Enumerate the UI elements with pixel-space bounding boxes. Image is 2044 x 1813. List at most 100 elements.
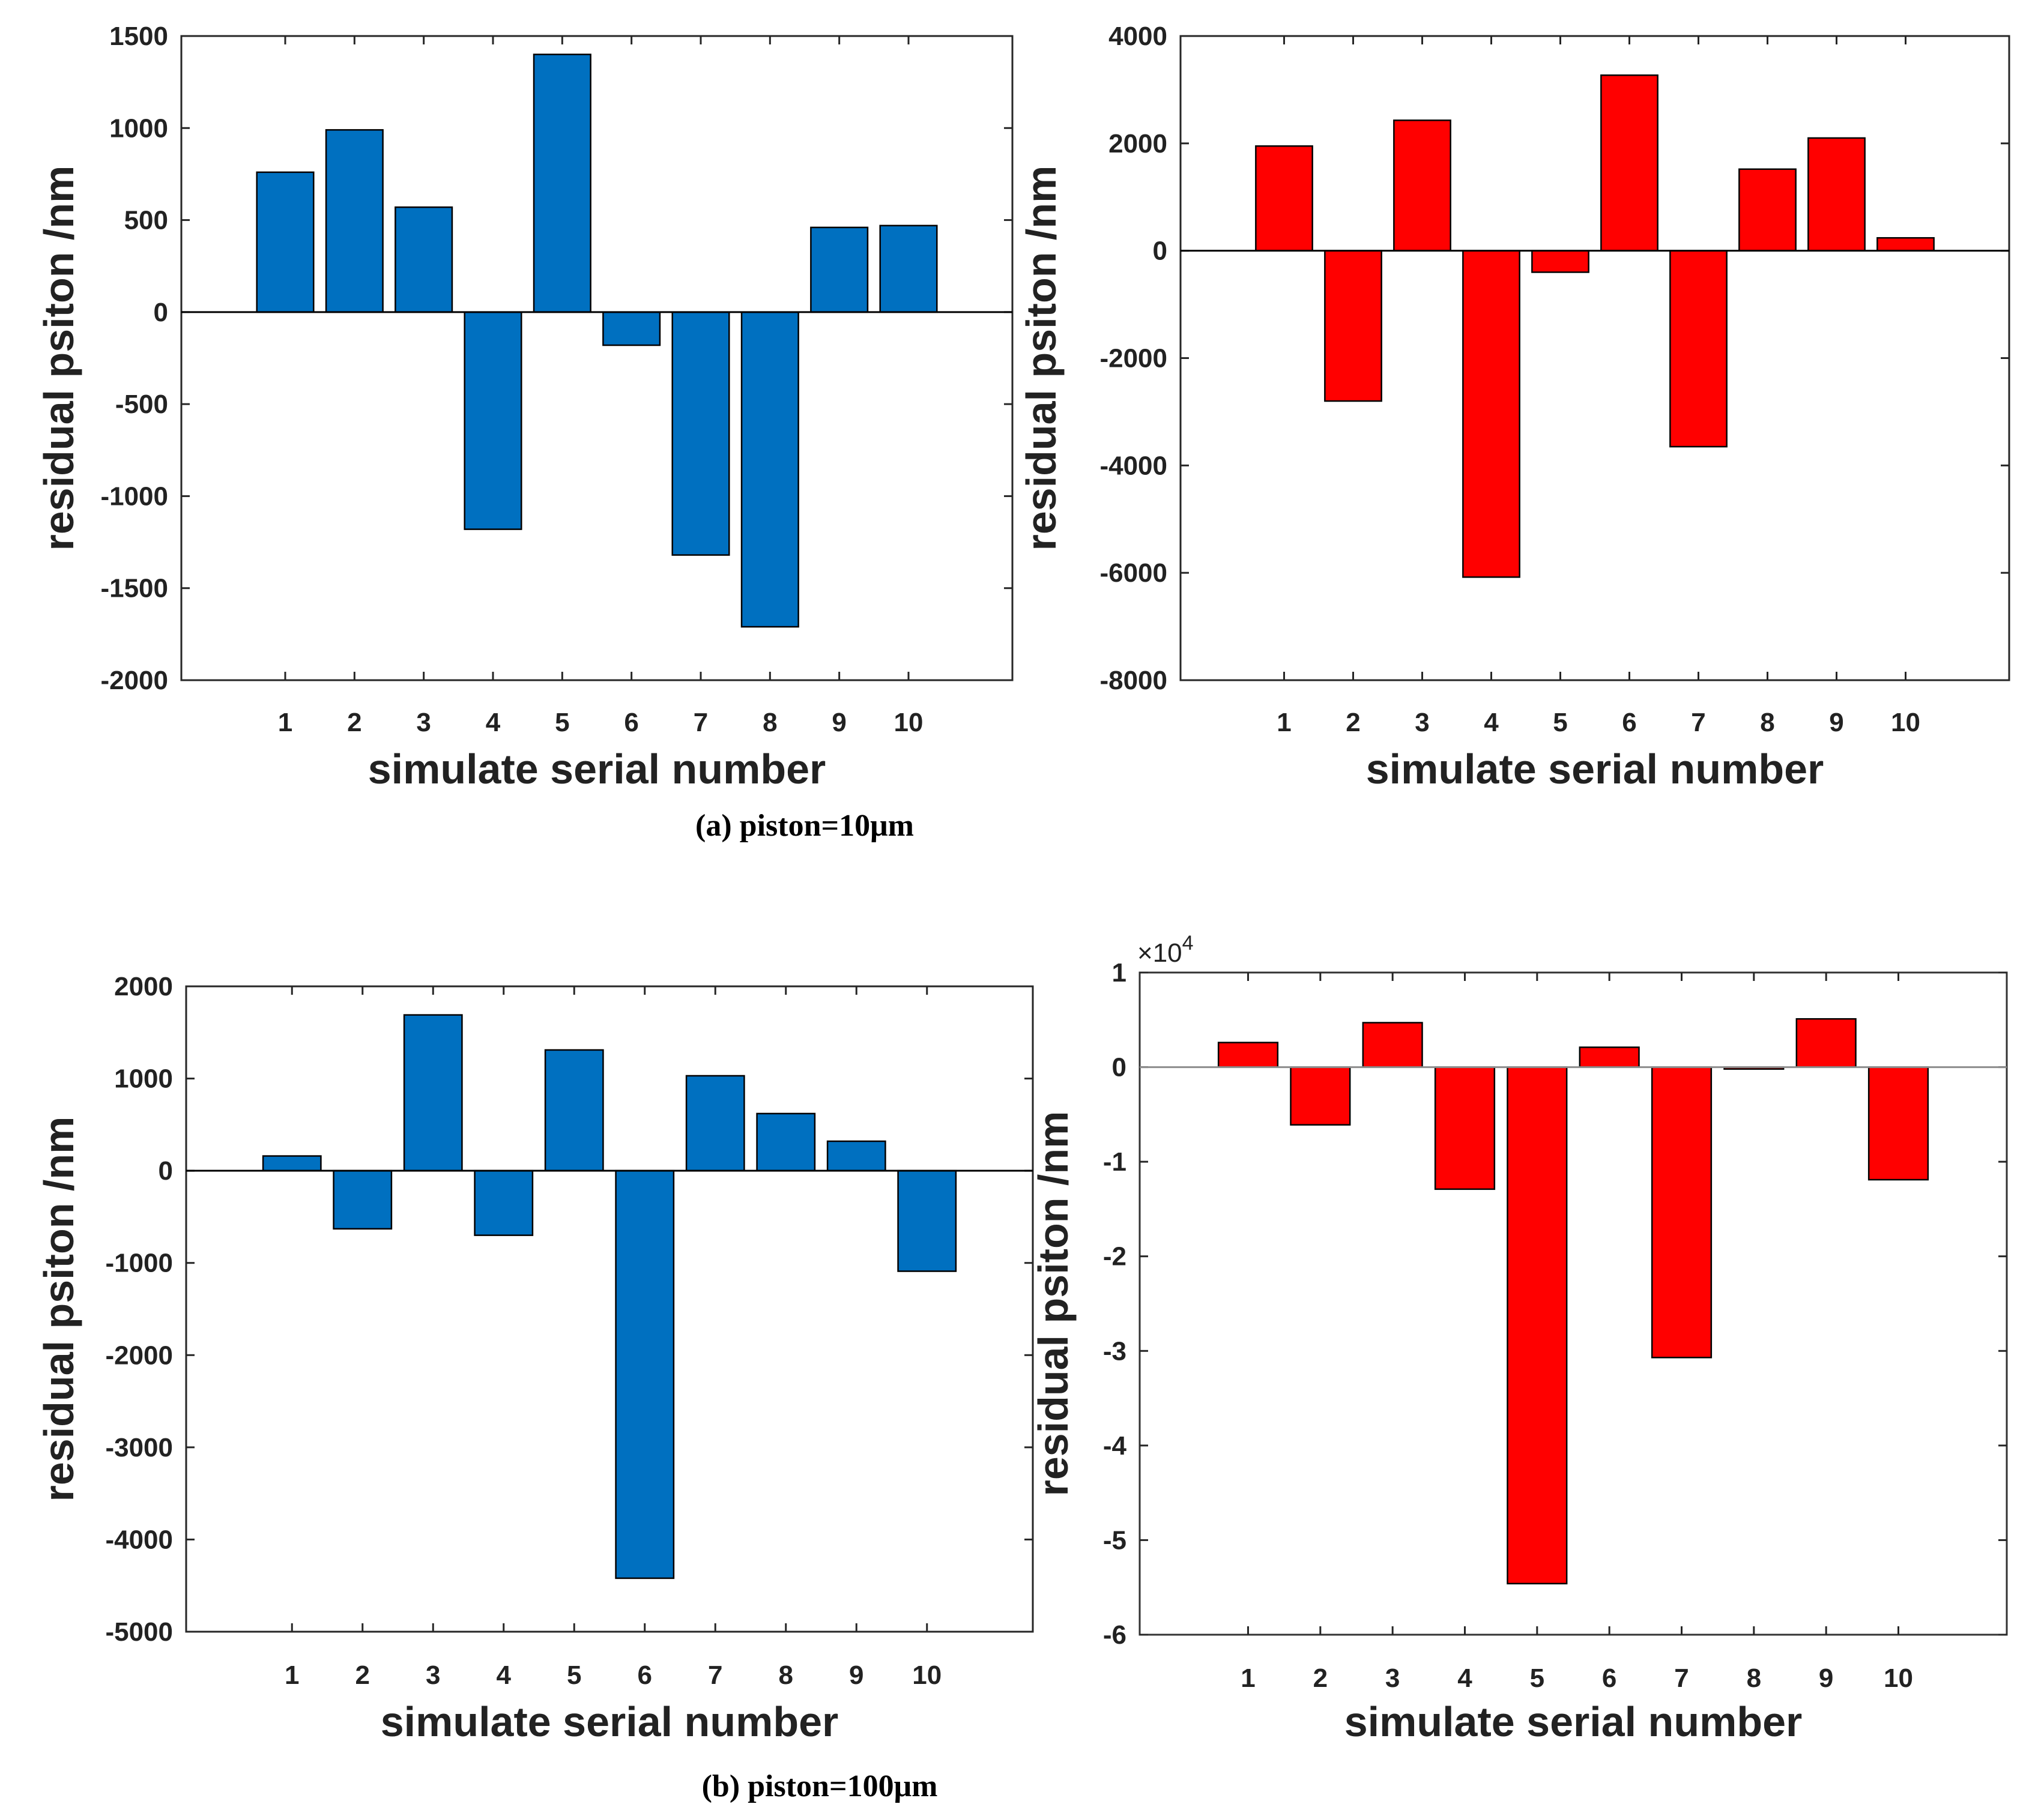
y-axis-title: residual psiton /nm: [35, 166, 82, 551]
y-tick-label: 1: [1112, 958, 1126, 988]
x-tick-label: 1: [1241, 1664, 1255, 1693]
y-tick-label: -1000: [100, 481, 168, 511]
y-tick-label: -1500: [100, 574, 168, 603]
y-tick-label: 4000: [1108, 22, 1167, 51]
chart-a-left: -2000 -1500 -1000 -500 0 500 1000 1500 1 2 3 4 5 6 7 8 9…: [35, 22, 1014, 792]
x-tick-label: 3: [416, 708, 431, 737]
y-tick-label: -2: [1103, 1242, 1126, 1272]
bar-8: [1738, 168, 1797, 252]
y-tick-label: 500: [124, 206, 168, 235]
y-tick-label: 0: [159, 1156, 173, 1186]
x-tick-label: 6: [1622, 708, 1636, 737]
bar-9: [810, 226, 869, 313]
bar-7: [1651, 1066, 1713, 1359]
y-tick-label: -3000: [105, 1433, 173, 1462]
x-tick-label: 6: [1602, 1664, 1616, 1693]
x-axis-title: simulate serial number: [1344, 1698, 1803, 1745]
x-tick-label: 10: [1891, 708, 1920, 737]
caption-a: (a) piston=10μm: [695, 809, 914, 843]
x-tick-label: 5: [1553, 708, 1567, 737]
exponent-power: 4: [1182, 932, 1194, 955]
bar-4: [474, 1169, 534, 1236]
x-tick-label: 5: [555, 708, 569, 737]
x-tick-label: 6: [638, 1661, 652, 1690]
x-tick-label: 4: [497, 1661, 512, 1690]
x-tick-label: 7: [694, 708, 708, 737]
bar-3: [403, 1014, 463, 1172]
y-tick-label: -4000: [1099, 451, 1167, 480]
y-tick-label: -2000: [105, 1341, 173, 1370]
x-tick-label: 3: [1415, 708, 1429, 737]
bar-3: [395, 206, 453, 313]
x-tick-label: 1: [285, 1661, 299, 1690]
bar-2: [1324, 250, 1382, 402]
x-tick-label: 9: [1829, 708, 1843, 737]
y-tick-label: 0: [1153, 237, 1167, 266]
y-tick-label: -6000: [1099, 558, 1167, 588]
bar-4: [1462, 250, 1520, 578]
bar-9: [826, 1140, 886, 1172]
y-tick-label: -2000: [100, 666, 168, 695]
bar-4: [464, 311, 522, 530]
x-tick-label: 8: [1760, 708, 1774, 737]
y-tick-label: -2000: [1099, 344, 1167, 373]
x-tick-label: 2: [355, 1661, 370, 1690]
y-exponent-label: ×104: [1137, 932, 1194, 968]
x-tick-label: 1: [1277, 708, 1291, 737]
y-tick-label: 1000: [109, 113, 168, 143]
y-tick-label: -1: [1103, 1147, 1126, 1177]
x-tick-label: 8: [1747, 1664, 1761, 1693]
x-tick-label: 1: [278, 708, 292, 737]
x-tick-label: 3: [1385, 1664, 1400, 1693]
bar-3: [1393, 119, 1451, 252]
y-tick-label: 0: [154, 298, 168, 327]
y-tick-label: -500: [115, 390, 168, 419]
chart-b-left: -5000 -4000 -3000 -2000 -1000 0 1000 2000 1 2 3 4 5 6…: [35, 972, 1034, 1745]
plot-frame: [180, 35, 1014, 681]
x-axis-title: simulate serial number: [381, 1698, 839, 1745]
x-axis-title: simulate serial number: [368, 746, 826, 792]
x-tick-label: 4: [1484, 708, 1499, 737]
x-tick-label: 5: [567, 1661, 581, 1690]
bar-9: [1795, 1018, 1857, 1068]
y-tick-label: 2000: [114, 972, 173, 1001]
y-axis-title: residual psiton /nm: [1030, 1111, 1077, 1497]
x-tick-label: 10: [894, 708, 924, 737]
bar-2: [325, 129, 384, 313]
plot-frame: [1179, 35, 2010, 681]
bar-10: [879, 225, 938, 313]
y-tick-label: -1000: [105, 1249, 173, 1278]
bar-9: [1807, 137, 1866, 252]
x-tick-label: 2: [1346, 708, 1360, 737]
bar-2: [1290, 1066, 1351, 1126]
bar-3: [1362, 1022, 1423, 1068]
x-tick-label: 2: [1313, 1664, 1328, 1693]
bar-7: [1669, 250, 1728, 448]
y-tick-label: -5000: [105, 1617, 173, 1647]
bar-6: [602, 311, 661, 346]
chart-b-right: -6 -5 -4 -3 -2 -1 0 1 1 2 3 4 5 6 7 8 9 10 simulate serial…: [1030, 932, 2008, 1745]
bar-6: [615, 1169, 675, 1579]
x-tick-label: 4: [1457, 1664, 1472, 1693]
x-tick-label: 3: [426, 1661, 440, 1690]
x-tick-label: 5: [1530, 1664, 1544, 1693]
y-tick-label: -4: [1103, 1431, 1127, 1461]
y-tick-label: -6: [1103, 1620, 1126, 1650]
caption-b: (b) piston=100μm: [702, 1769, 938, 1803]
x-tick-label: 8: [763, 708, 777, 737]
x-tick-label: 7: [1691, 708, 1705, 737]
bar-5: [1507, 1066, 1568, 1585]
bar-1: [1255, 145, 1313, 252]
bar-6: [1600, 74, 1658, 252]
bar-8: [756, 1112, 816, 1172]
bar-10: [1876, 237, 1935, 252]
bar-7: [685, 1075, 745, 1172]
x-tick-label: 10: [912, 1661, 942, 1690]
x-axis-title: simulate serial number: [1366, 746, 1824, 792]
x-tick-label: 6: [624, 708, 638, 737]
bar-5: [533, 53, 591, 313]
bar-8: [740, 311, 799, 628]
y-tick-label: 1500: [109, 22, 168, 51]
bar-1: [1217, 1042, 1279, 1068]
